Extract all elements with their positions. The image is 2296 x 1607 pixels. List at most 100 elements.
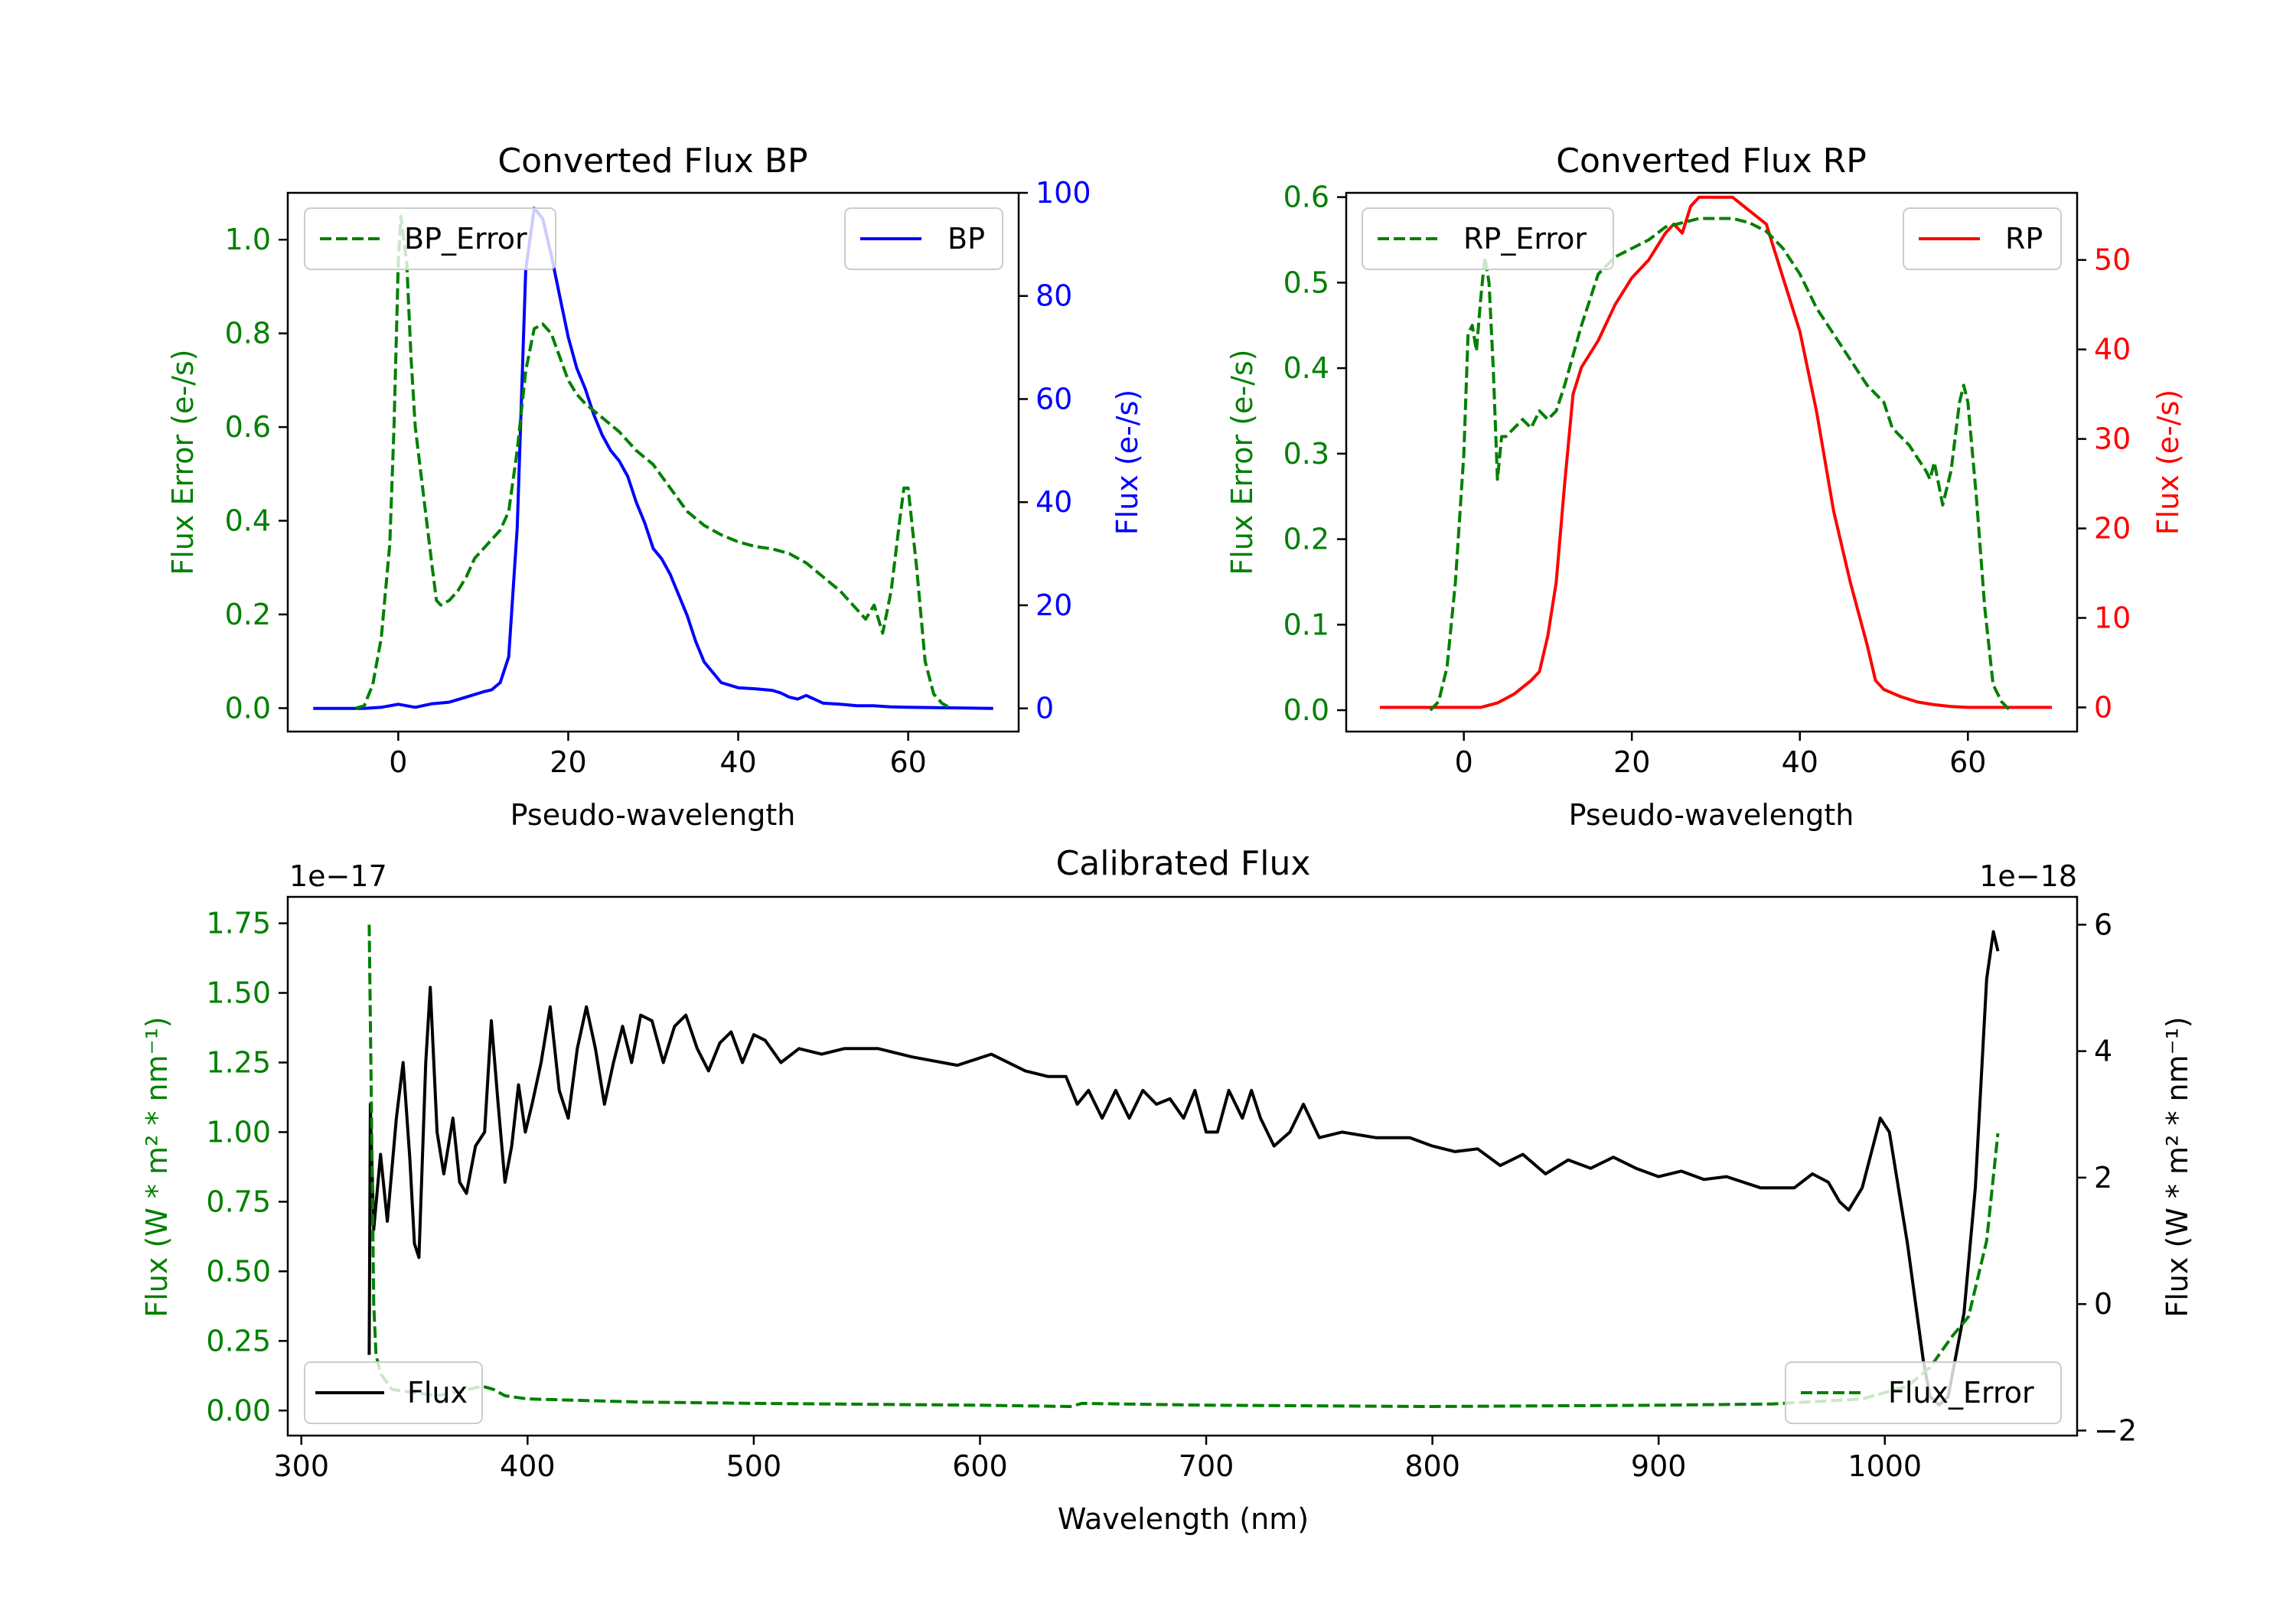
y-right-tick-label: 4	[2094, 1035, 2112, 1068]
y-axis-left-ticks: 0.0 0.2 0.4 0.6 0.8 1.0	[225, 223, 288, 725]
x-axis-ticks: 0 20 40 60	[389, 732, 927, 779]
series-line-flux-error	[367, 924, 2000, 1408]
series-line-bp-error	[355, 214, 952, 710]
y-right-tick-label: 10	[2094, 601, 2131, 634]
y-right-tick-label: 60	[1035, 382, 1072, 416]
x-tick-label: 300	[273, 1449, 329, 1483]
y-axis-right-label: Flux (e-/s)	[1110, 390, 1144, 535]
x-tick-label: 800	[1404, 1449, 1460, 1483]
y-axis-left-label: Flux (W * m² * nm⁻¹)	[140, 1016, 174, 1317]
legend-label-flux: Flux	[407, 1376, 468, 1410]
chart-title: Converted Flux BP	[497, 142, 807, 181]
x-axis-ticks: 0 20 40 60	[1455, 732, 1986, 779]
axes-frame	[1345, 191, 2079, 733]
y-right-tick-label: 0	[1035, 692, 1054, 725]
axes-frame	[286, 895, 2079, 1437]
legend-label-bp: BP	[947, 222, 985, 256]
y-left-tick-label: 0.75	[206, 1185, 271, 1218]
y-axis-right-ticks: 0 20 40 60 80 100	[1019, 176, 1091, 725]
y-axis-right-ticks: −2 0 2 4 6	[2077, 908, 2137, 1447]
panel-converted-flux-rp: Converted Flux RP 0 20 40 60 0.00.10.20.30.…	[1225, 142, 2185, 832]
series-line-rp-error	[1429, 217, 2011, 712]
y-right-tick-label: 40	[2094, 333, 2131, 367]
legend-right[interactable]: RP	[1903, 207, 2062, 270]
y-left-tick-label: 0.2	[1283, 523, 1329, 556]
x-tick-label: 40	[719, 745, 756, 779]
x-axis-label: Pseudo-wavelength	[1569, 798, 1854, 832]
x-tick-label: 900	[1631, 1449, 1687, 1483]
y-axis-left-label: Flux Error (e-/s)	[1225, 349, 1259, 575]
y-right-tick-label: 80	[1035, 279, 1072, 313]
y-right-tick-label: 40	[1035, 485, 1072, 519]
x-tick-label: 40	[1782, 745, 1818, 779]
y-left-tick-label: 0.25	[206, 1324, 271, 1358]
legend-right[interactable]: Flux_Error	[1785, 1361, 2062, 1424]
y-left-tick-label: 0.5	[1283, 266, 1329, 299]
y-left-tick-label: 0.0	[1283, 693, 1329, 727]
y-left-tick-label: 0.1	[1283, 608, 1329, 641]
y-right-tick-label: 6	[2094, 908, 2112, 941]
x-tick-label: 500	[726, 1449, 782, 1483]
y-axis-left-label: Flux Error (e-/s)	[166, 349, 200, 575]
legend-left[interactable]: RP_Error	[1362, 207, 1614, 270]
y-left-tick-label: 0.3	[1283, 437, 1329, 471]
x-tick-label: 1000	[1848, 1449, 1922, 1483]
x-tick-label: 400	[500, 1449, 556, 1483]
axes-frame	[286, 191, 1020, 733]
chart-title: Converted Flux RP	[1556, 142, 1867, 181]
y-axis-right-label: Flux (e-/s)	[2151, 390, 2185, 535]
x-tick-label: 20	[550, 745, 586, 779]
y-left-tick-label: 1.0	[225, 223, 271, 256]
y-left-tick-label: 0.4	[1283, 351, 1329, 385]
plot-area	[313, 207, 993, 710]
y-right-tick-label: 0	[2094, 690, 2112, 724]
y-right-tick-label: 20	[2094, 512, 2131, 546]
y-right-tick-label: 100	[1035, 176, 1091, 210]
series-line-flux	[367, 930, 2000, 1407]
x-tick-label: 0	[389, 745, 407, 779]
y-axis-left-ticks: 0.0 0.1 0.2 0.3 0.4 0.5 0.6	[1283, 181, 1346, 727]
legend-left[interactable]: BP_Error	[304, 207, 556, 270]
y-left-tick-label: 1.75	[206, 907, 271, 940]
y-right-tick-label: 20	[1035, 588, 1072, 622]
legend-label-bp-error: BP_Error	[404, 222, 527, 256]
legend-right[interactable]: BP	[844, 207, 1003, 270]
x-tick-label: 0	[1455, 745, 1473, 779]
x-tick-label: 60	[1949, 745, 1986, 779]
legend-label-flux-error: Flux_Error	[1888, 1376, 2034, 1410]
y-right-tick-label: 2	[2094, 1161, 2112, 1195]
y-left-tick-label: 1.25	[206, 1045, 271, 1079]
y-axis-right-offset: 1e−18	[1979, 859, 2077, 893]
x-tick-label: 700	[1179, 1449, 1234, 1483]
plot-area	[367, 924, 2000, 1408]
series-line-bp	[313, 207, 993, 710]
y-left-tick-label: 1.00	[206, 1115, 271, 1149]
x-axis-label: Pseudo-wavelength	[510, 798, 796, 832]
y-axis-right-ticks: 0 10 20 30 40 50	[2077, 243, 2131, 724]
legend-left[interactable]: Flux	[304, 1361, 483, 1424]
y-left-tick-label: 0.0	[225, 691, 271, 725]
legend-label-rp-error: RP_Error	[1463, 222, 1587, 256]
x-axis-ticks: 300 400 500 600 700 800 900 1000	[273, 1436, 1922, 1483]
y-axis-left-ticks: 0.00 0.25 0.50 0.75 1.00 1.25 1.50 1.75	[206, 907, 288, 1427]
x-tick-label: 600	[952, 1449, 1008, 1483]
chart-title: Calibrated Flux	[1056, 844, 1311, 883]
y-left-tick-label: 0.00	[206, 1393, 271, 1427]
y-left-tick-label: 0.8	[225, 317, 271, 350]
x-tick-label: 20	[1613, 745, 1650, 779]
series-line-rp	[1379, 195, 2053, 709]
y-right-tick-label: −2	[2094, 1413, 2137, 1447]
y-axis-left-offset: 1e−17	[289, 859, 387, 893]
y-left-tick-label: 0.2	[225, 598, 271, 631]
panel-calibrated-flux: Calibrated Flux 1e−17 1e−18 300 400 500 600…	[140, 844, 2194, 1536]
y-left-tick-label: 0.4	[225, 504, 271, 538]
y-left-tick-label: 0.50	[206, 1254, 271, 1288]
legend-label-rp: RP	[2005, 222, 2043, 256]
y-right-tick-label: 50	[2094, 243, 2131, 277]
x-tick-label: 60	[889, 745, 926, 779]
y-right-tick-label: 30	[2094, 422, 2131, 456]
y-left-tick-label: 0.6	[1283, 181, 1329, 214]
y-right-tick-label: 0	[2094, 1287, 2112, 1321]
x-axis-label: Wavelength (nm)	[1058, 1502, 1309, 1536]
